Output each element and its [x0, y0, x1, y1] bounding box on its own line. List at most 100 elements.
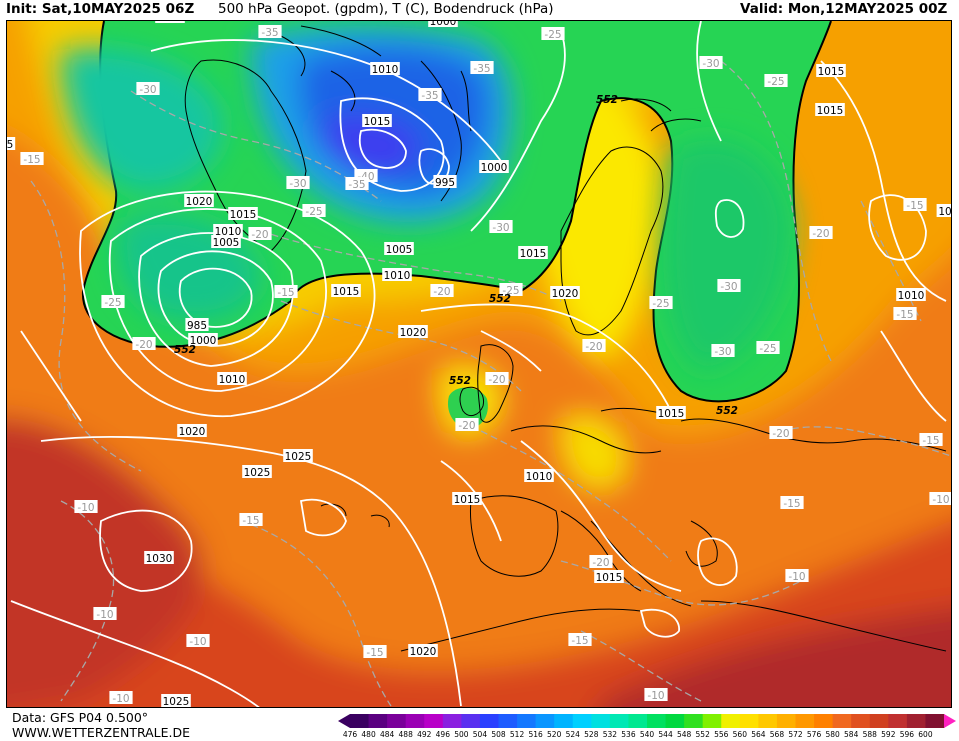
temp-label: -35 [473, 63, 490, 75]
pressure-label: 1015 [157, 21, 184, 24]
scale-label: 536 [621, 730, 636, 739]
scale-label: 512 [509, 730, 525, 739]
geo-label: 552 [449, 375, 471, 387]
pressure-label: 1000 [481, 162, 508, 174]
temp-label: -20 [458, 420, 475, 432]
temp-label-bg [489, 220, 513, 233]
scale-label: 552 [695, 730, 710, 739]
temp-label-bg [258, 25, 282, 38]
temp-label-bg [809, 226, 833, 239]
pressure-label-bg [161, 694, 191, 707]
scale-label: 580 [825, 730, 840, 739]
scale-label: 500 [454, 730, 469, 739]
pressure-label: 1010 [526, 471, 553, 483]
temp-label-bg [248, 227, 272, 240]
pressure-label: 1025 [244, 467, 271, 479]
temp-label: -30 [714, 346, 731, 358]
pressure-label: 1015 [230, 209, 257, 221]
temp-label-bg [302, 204, 326, 217]
temp-label: -25 [544, 29, 561, 41]
pressure-label: 1020 [552, 288, 579, 300]
temp-label: -25 [305, 206, 322, 218]
temp-label-bg [699, 56, 723, 69]
scale-label: 544 [658, 730, 673, 739]
pressure-label-bg [398, 325, 428, 338]
pressure-label: 995 [435, 177, 455, 189]
pressure-label: 1030 [146, 553, 173, 565]
scale-label: 560 [732, 730, 747, 739]
data-source: Data: GFS P04 0.500° [12, 710, 149, 725]
scale-swatch [498, 714, 518, 728]
temp-label-bg [568, 633, 592, 646]
scale-swatch [461, 714, 481, 728]
scale-label: 600 [918, 730, 933, 739]
temp-label-bg [186, 634, 210, 647]
pressure-label-bg [408, 644, 438, 657]
pressure-label: 1015 [454, 494, 481, 506]
temp-label: -10 [96, 609, 113, 621]
temp-label: -10 [189, 636, 206, 648]
temp-label: -35 [421, 90, 438, 102]
temp-label: -20 [592, 557, 609, 569]
temp-label: -20 [135, 339, 152, 351]
pressure-labels: 1010101510009951020101510101005100510101… [7, 21, 951, 707]
color-scale-bar [338, 714, 956, 728]
temp-label-bg [541, 27, 565, 40]
geopotential-labels: 552 552 552 552 552 [174, 94, 738, 417]
scale-label: 476 [342, 730, 358, 739]
scale-swatch [795, 714, 815, 728]
scale-label: 480 [361, 730, 376, 739]
pressure-label: 1015 [520, 248, 547, 260]
scale-swatch [350, 714, 370, 728]
scale-label: 496 [435, 730, 450, 739]
temp-label: -30 [139, 84, 156, 96]
scale-label: 584 [844, 730, 859, 739]
scale-label: 572 [788, 730, 803, 739]
pressure-label-bg [362, 114, 392, 127]
temp-label-bg [286, 176, 310, 189]
temp-label: -25 [759, 343, 776, 355]
coastlines [184, 25, 947, 652]
temp-label: -15 [922, 435, 939, 447]
temp-label-bg [93, 607, 117, 620]
temp-label: -20 [488, 374, 505, 386]
pressure-label-bg [433, 175, 457, 188]
temp-label-bg [470, 61, 494, 74]
map-canvas[interactable]: 1010101510009951020101510101005100510101… [7, 21, 952, 708]
map-title: 500 hPa Geopot. (gpdm), T (C), Bodendruc… [218, 1, 554, 17]
temp-label-bg [785, 569, 809, 582]
temp-label: -30 [492, 222, 509, 234]
temp-label: -25 [652, 298, 669, 310]
scale-swatch [442, 714, 462, 728]
scale-swatch [739, 714, 759, 728]
scale-label: 564 [751, 730, 766, 739]
temp-label-bg [20, 152, 44, 165]
scale-swatch [906, 714, 926, 728]
weather-map[interactable]: 1010 1015 1000 995 1020 1015 1010 1005 1005 1010 1… [6, 20, 952, 708]
scale-swatch [405, 714, 425, 728]
pressure-label-bg [188, 333, 218, 346]
scale-label: 556 [714, 730, 729, 739]
temp-label: -15 [23, 154, 40, 166]
color-scale: 476 480 484 488 492 496 500 504 508 512 516 520 524 5… [338, 711, 956, 741]
pressure-label: 1025 [285, 451, 312, 463]
temp-label-bg [485, 372, 509, 385]
pressure-label-bg [518, 246, 548, 259]
temp-label: -15 [896, 309, 913, 321]
temp-label-bg [919, 433, 943, 446]
temp-label: -25 [104, 297, 121, 309]
temp-label-bg [903, 198, 927, 211]
temp-label-bg [582, 339, 606, 352]
temp-label: -25 [502, 285, 519, 297]
scale-swatch [628, 714, 648, 728]
temp-label: -10 [647, 690, 664, 702]
scale-label: 516 [528, 730, 543, 739]
temp-label: -20 [251, 229, 268, 241]
scale-swatch [851, 714, 871, 728]
scale-swatch [684, 714, 704, 728]
scale-swatch [758, 714, 778, 728]
pressure-label-bg [370, 62, 400, 75]
scale-swatch [387, 714, 407, 728]
temp-label: -15 [783, 498, 800, 510]
color-scale-labels: 476 480 484 488 492 496 500 504 508 512 516 520 524 5… [338, 730, 956, 741]
